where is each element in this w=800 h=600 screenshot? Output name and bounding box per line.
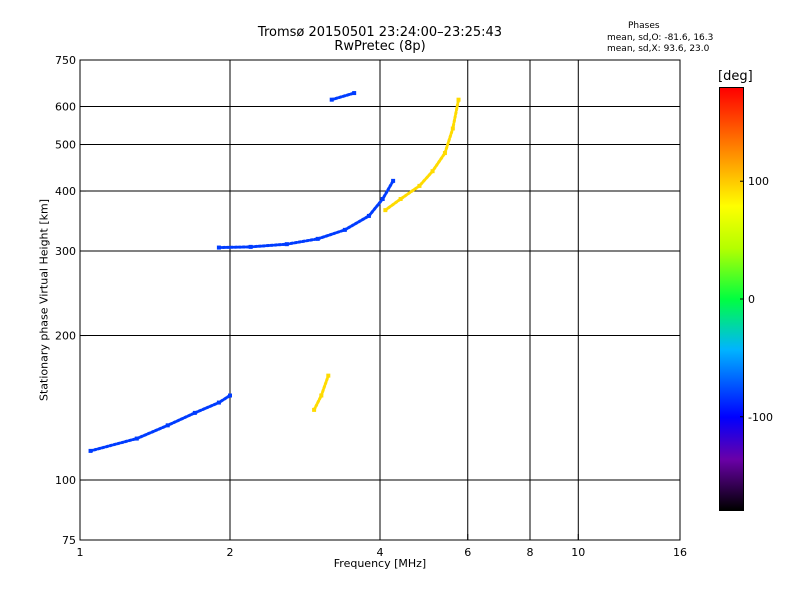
x-tick-label: 1 xyxy=(77,546,84,559)
data-point-X xyxy=(450,126,455,131)
data-point-O xyxy=(366,213,371,218)
data-point-O xyxy=(192,410,197,415)
data-point-O xyxy=(284,242,289,247)
data-point-O xyxy=(248,244,253,249)
legend-stats-x: mean, sd,X: 93.6, 23.0 xyxy=(607,44,710,54)
data-point-X xyxy=(417,183,422,188)
x-tick-label: 6 xyxy=(464,546,471,559)
y-tick-label: 400 xyxy=(55,185,76,198)
data-point-X xyxy=(383,208,388,213)
x-tick-label: 2 xyxy=(227,546,234,559)
colorbar-tick-label: 100 xyxy=(748,175,769,188)
x-tick-label: 8 xyxy=(527,546,534,559)
x-tick-label: 4 xyxy=(377,546,384,559)
data-point-O xyxy=(352,91,357,96)
colorbar-label: [deg] xyxy=(718,69,753,84)
data-point-X xyxy=(442,151,447,156)
y-tick-label: 75 xyxy=(62,534,76,547)
y-tick-label: 500 xyxy=(55,139,76,152)
data-point-O xyxy=(165,423,170,428)
data-point-O xyxy=(391,178,396,183)
series-trace-X xyxy=(312,374,330,412)
y-tick-label: 750 xyxy=(55,54,76,67)
data-point-X xyxy=(456,97,461,102)
data-point-O xyxy=(380,197,385,202)
data-point-O xyxy=(134,436,139,441)
data-point-O xyxy=(228,393,232,398)
data-point-O xyxy=(88,448,93,453)
data-point-X xyxy=(326,373,331,378)
data-point-X xyxy=(398,197,403,202)
legend-title: Phases xyxy=(628,21,660,31)
chart-subtitle: RwPretec (8p) xyxy=(334,39,426,54)
x-tick-label: 10 xyxy=(571,546,585,559)
x-axis-label: Frequency [MHz] xyxy=(333,557,427,570)
x-tick-label: 16 xyxy=(673,546,687,559)
data-point-O xyxy=(216,400,221,405)
series-trace-O xyxy=(89,394,232,453)
data-point-X xyxy=(312,407,317,412)
y-tick-label: 200 xyxy=(55,330,76,343)
chart-title: Tromsø 20150501 23:24:00–23:25:43 xyxy=(257,25,503,40)
data-point-O xyxy=(315,236,320,241)
y-tick-label: 100 xyxy=(55,474,76,487)
data-point-O xyxy=(342,227,347,232)
series-trace-O xyxy=(217,179,395,250)
series-trace-O xyxy=(330,91,356,102)
y-tick-label: 300 xyxy=(55,245,76,258)
series-trace-X xyxy=(383,98,461,212)
y-tick-label: 600 xyxy=(55,101,76,114)
colorbar-tick-label: -100 xyxy=(748,411,773,424)
legend-stats-o: mean, sd,O: -81.6, 16.3 xyxy=(607,33,714,43)
data-point-O xyxy=(329,97,334,102)
data-point-O xyxy=(216,245,221,250)
data-point-X xyxy=(319,393,324,398)
colorbar-tick-label: 0 xyxy=(748,293,755,306)
data-point-X xyxy=(430,169,435,174)
